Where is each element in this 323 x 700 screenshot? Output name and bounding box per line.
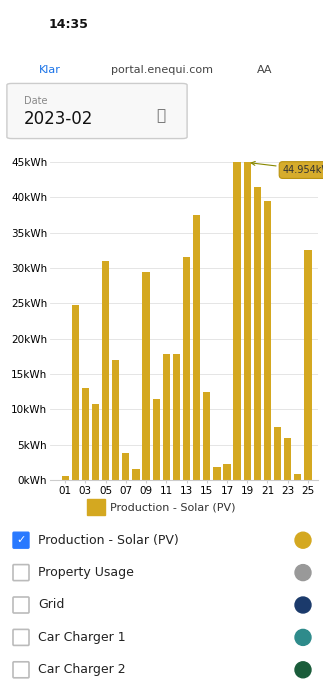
Bar xyxy=(61,477,69,480)
Bar xyxy=(72,304,79,480)
Bar xyxy=(132,470,140,480)
Bar xyxy=(203,392,210,480)
Bar xyxy=(102,261,109,480)
Text: ✓: ✓ xyxy=(16,536,26,545)
FancyBboxPatch shape xyxy=(13,597,29,613)
Text: Grid: Grid xyxy=(38,598,64,612)
Bar xyxy=(234,162,241,480)
FancyBboxPatch shape xyxy=(13,629,29,645)
Circle shape xyxy=(295,597,311,613)
Bar xyxy=(294,475,301,480)
Circle shape xyxy=(295,629,311,645)
Bar xyxy=(173,354,180,480)
Circle shape xyxy=(295,662,311,678)
Bar xyxy=(87,499,105,514)
Bar xyxy=(213,468,221,480)
Bar xyxy=(244,162,251,480)
Bar xyxy=(142,272,150,480)
Bar xyxy=(304,251,311,480)
FancyBboxPatch shape xyxy=(13,662,29,678)
Bar xyxy=(284,438,291,480)
Bar xyxy=(112,360,120,480)
Bar xyxy=(264,201,271,480)
Bar xyxy=(82,389,89,480)
Text: Production - Solar (PV): Production - Solar (PV) xyxy=(110,502,235,512)
Text: 44.954kWh: 44.954kWh xyxy=(251,162,323,175)
Text: Date: Date xyxy=(24,97,47,106)
Text: 🗓: 🗓 xyxy=(157,108,166,122)
Text: Car Charger 1: Car Charger 1 xyxy=(38,631,126,644)
FancyBboxPatch shape xyxy=(13,565,29,580)
Text: Production - Solar (PV): Production - Solar (PV) xyxy=(38,533,179,547)
Circle shape xyxy=(295,532,311,548)
Text: 2023-02: 2023-02 xyxy=(24,110,93,128)
Text: Property Usage: Property Usage xyxy=(38,566,134,579)
Text: Car Charger 2: Car Charger 2 xyxy=(38,664,126,676)
Bar xyxy=(274,427,281,480)
Bar xyxy=(163,354,170,480)
Text: Klar: Klar xyxy=(39,65,61,75)
FancyBboxPatch shape xyxy=(13,532,29,548)
Bar xyxy=(122,453,130,480)
Bar xyxy=(92,404,99,480)
Text: 14:35: 14:35 xyxy=(48,18,88,32)
Circle shape xyxy=(295,565,311,580)
Bar xyxy=(152,399,160,480)
FancyBboxPatch shape xyxy=(7,83,187,139)
Bar xyxy=(254,187,261,480)
Bar xyxy=(183,258,190,480)
Bar xyxy=(193,215,200,480)
Text: portal.enequi.com: portal.enequi.com xyxy=(110,65,213,75)
Bar xyxy=(223,465,231,480)
Text: AA: AA xyxy=(257,65,273,75)
